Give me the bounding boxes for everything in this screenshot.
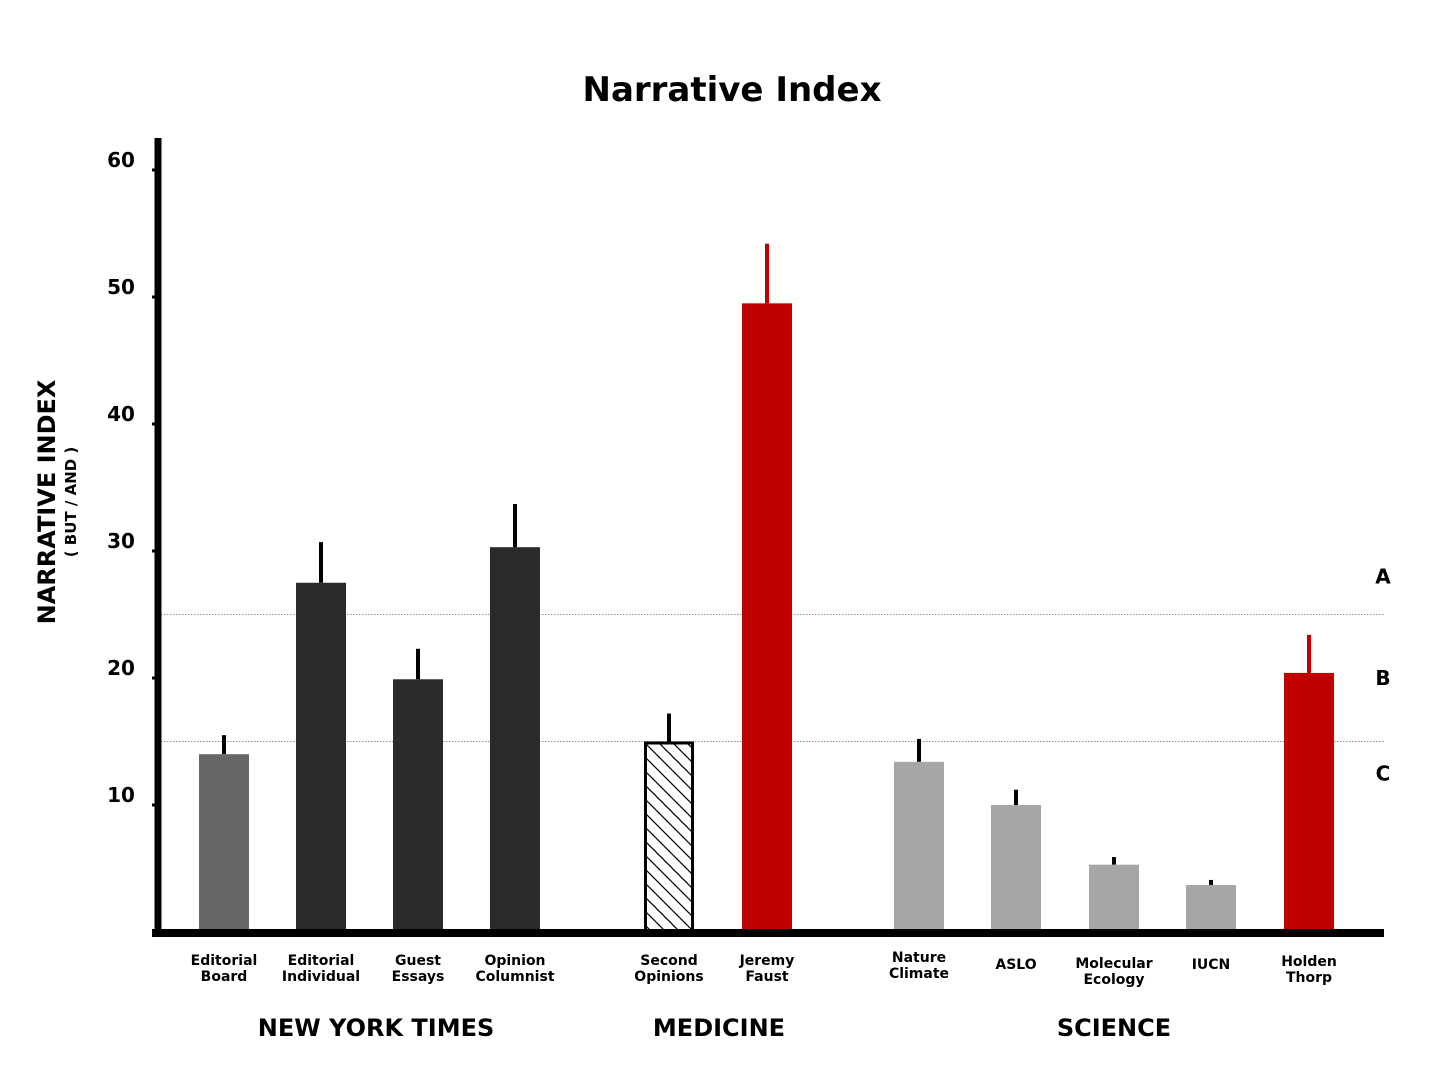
y-tick-label: 30 (107, 529, 135, 553)
bar-group (742, 243, 792, 933)
category-label: Opinion (484, 953, 545, 969)
category-labels: EditorialBoardEditorialIndividualGuestEs… (191, 950, 1337, 1042)
bar (742, 303, 792, 933)
bar (894, 761, 944, 932)
category-label: Essays (392, 969, 445, 985)
category-label: Opinions (634, 969, 703, 985)
category-label: Ecology (1083, 972, 1144, 988)
bar-group (894, 738, 944, 932)
axes: 10 20 30 40 50 60 (107, 138, 1384, 937)
y-axis-label: NARRATIVE INDEX ( BUT / AND ) (33, 379, 80, 624)
y-tick-label: 40 (107, 402, 135, 426)
category-label: IUCN (1192, 957, 1231, 973)
category-label: Columnist (475, 969, 554, 985)
category-label: Holden (1281, 954, 1337, 970)
bar-group (1089, 857, 1139, 932)
reference-zone-label-a: A (1375, 564, 1391, 588)
bar (644, 741, 694, 934)
y-tick-label: 10 (107, 783, 135, 807)
bar (1089, 864, 1139, 932)
category-label: Individual (282, 969, 360, 985)
bar-group (1284, 634, 1334, 932)
y-tick-label: 60 (107, 148, 135, 172)
bar-group (393, 648, 443, 932)
bar (296, 582, 346, 932)
group-label: SCIENCE (1057, 1014, 1171, 1042)
bar (393, 679, 443, 932)
bar (1186, 885, 1236, 932)
category-label: Faust (745, 969, 788, 985)
y-axis-title: NARRATIVE INDEX (33, 379, 61, 624)
bar (1284, 672, 1334, 932)
category-label: Editorial (288, 953, 355, 969)
category-label: Second (640, 953, 697, 969)
category-label: Guest (395, 953, 441, 969)
group-label: NEW YORK TIMES (258, 1014, 495, 1042)
y-tick-label: 20 (107, 656, 135, 680)
category-label: Climate (889, 966, 949, 982)
category-label: Molecular (1075, 956, 1152, 972)
category-label: ASLO (995, 957, 1036, 973)
reference-zone-label-c: C (1376, 761, 1391, 785)
bars (199, 243, 1334, 934)
bar-group (296, 542, 346, 932)
bar-group (644, 713, 694, 934)
group-label: MEDICINE (653, 1014, 785, 1042)
category-label: Editorial (191, 953, 258, 969)
bar-group (1186, 879, 1236, 932)
category-label: Board (201, 969, 248, 985)
bar (490, 547, 540, 932)
y-tick-label: 50 (107, 275, 135, 299)
bar-group (199, 735, 249, 932)
category-label: Nature (892, 950, 946, 966)
bar (199, 754, 249, 932)
reference-zone-label-b: B (1375, 666, 1390, 690)
category-label: Thorp (1286, 970, 1332, 986)
chart-title: Narrative Index (582, 70, 881, 110)
category-label: Jeremy (739, 953, 795, 969)
bar (991, 805, 1041, 932)
bar-group (490, 504, 540, 932)
y-axis-subtitle: ( BUT / AND ) (62, 447, 80, 558)
bar-group (991, 789, 1041, 932)
